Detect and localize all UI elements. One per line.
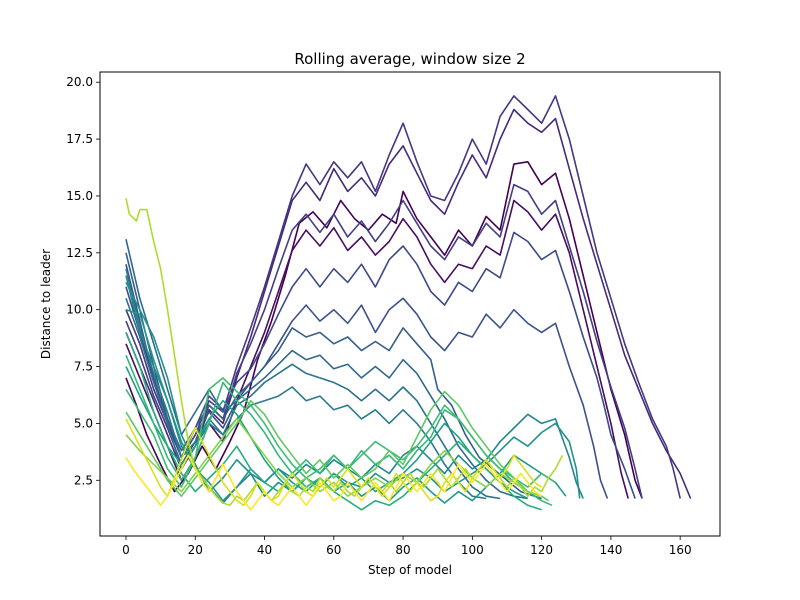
y-tick-label: 12.5 [66, 246, 93, 260]
series-line-1 [125, 161, 643, 499]
y-axis-label: Distance to leader [39, 249, 53, 359]
x-axis-label: Step of model [368, 563, 452, 577]
chart-title: Rolling average, window size 2 [294, 50, 525, 68]
series-line-23 [125, 454, 543, 511]
x-tick-label: 120 [530, 543, 553, 557]
x-tick-label: 160 [669, 543, 692, 557]
series-line-3 [125, 108, 692, 499]
x-tick-label: 0 [122, 543, 130, 557]
series-line-2 [125, 199, 629, 499]
series-line-15 [125, 366, 529, 500]
series-line-7 [125, 264, 609, 499]
x-tick-label: 60 [326, 543, 341, 557]
series-line-9 [125, 239, 528, 500]
y-tick-label: 10.0 [66, 303, 93, 317]
x-tick-label: 40 [257, 543, 272, 557]
series-line-6 [125, 231, 636, 499]
ticks-layer: 0 20 40 60 80 100 120 140 160 2.5 5.0 7.5 10.0 12.5 15… [66, 75, 691, 557]
y-tick-label: 15.0 [66, 189, 93, 203]
series-line-4 [125, 95, 681, 499]
x-tick-label: 80 [395, 543, 410, 557]
y-tick-label: 5.0 [74, 416, 93, 430]
series-layer [125, 95, 692, 511]
x-tick-label: 140 [599, 543, 622, 557]
y-tick-label: 20.0 [66, 75, 93, 89]
y-tick-label: 7.5 [74, 360, 93, 374]
series-line-5 [125, 183, 643, 499]
series-line-8 [125, 252, 542, 500]
y-tick-label: 2.5 [74, 473, 93, 487]
series-line-22 [125, 418, 543, 507]
x-tick-label: 100 [461, 543, 484, 557]
series-line-18 [125, 377, 556, 488]
y-tick-label: 17.5 [66, 132, 93, 146]
plot-frame [99, 71, 721, 537]
x-tick-label: 20 [188, 543, 203, 557]
